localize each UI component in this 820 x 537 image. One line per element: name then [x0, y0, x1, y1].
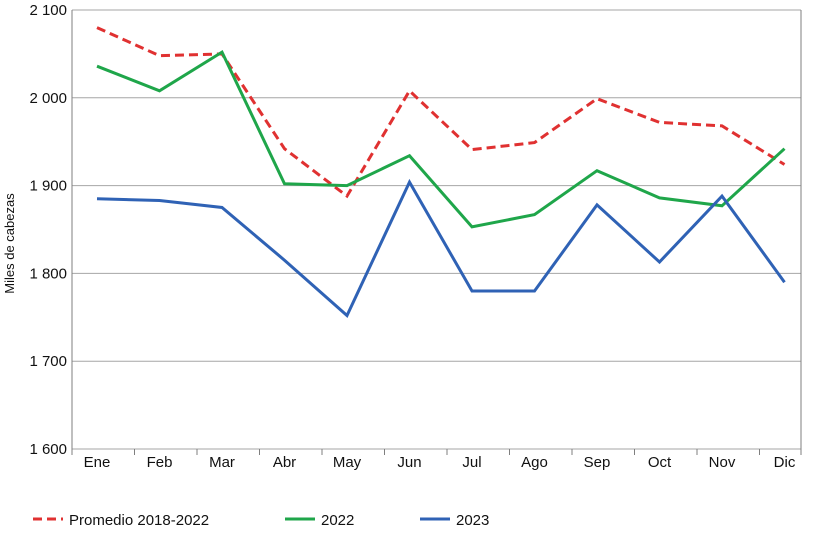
y-tick-label: 2 000	[29, 90, 67, 107]
x-tick-label: Abr	[273, 454, 296, 471]
x-tick-label: Sep	[584, 454, 611, 471]
y-tick-label: 2 100	[29, 2, 67, 19]
axes	[71, 10, 802, 455]
x-tick-label: Ene	[84, 454, 111, 471]
x-tick-label: Nov	[709, 454, 736, 471]
y-axis-title: Miles de cabezas	[2, 193, 17, 294]
legend-label: Promedio 2018-2022	[69, 512, 209, 529]
legend: Promedio 2018-2022 2022 2023	[33, 512, 489, 529]
series-lines	[96, 26, 786, 318]
x-tick-label: Jul	[462, 454, 481, 471]
y-tick-label: 1 700	[29, 353, 67, 370]
x-tick-label: Mar	[209, 454, 235, 471]
x-tick-label: Ago	[521, 454, 548, 471]
x-tick-label: Dic	[774, 454, 796, 471]
y-tick-label: 1 600	[29, 441, 67, 458]
x-tick-label: Oct	[648, 454, 672, 471]
x-tick-label: Feb	[147, 454, 173, 471]
x-tick-label: Jun	[397, 454, 421, 471]
y-tick-label: 1 800	[29, 265, 67, 282]
y-tick-label: 1 900	[29, 178, 67, 195]
series-line-2022	[96, 49, 786, 229]
gridlines	[72, 9, 801, 450]
x-tick-label: May	[333, 454, 362, 471]
legend-label: 2023	[456, 512, 489, 529]
legend-label: 2022	[321, 512, 354, 529]
tick-labels: 1 600 1 700 1 800 1 900 2 000 2 100 Ene Feb Mar A…	[29, 2, 795, 471]
series-line-2023	[96, 178, 786, 318]
series-line-promedio-2018-2022	[96, 26, 786, 199]
